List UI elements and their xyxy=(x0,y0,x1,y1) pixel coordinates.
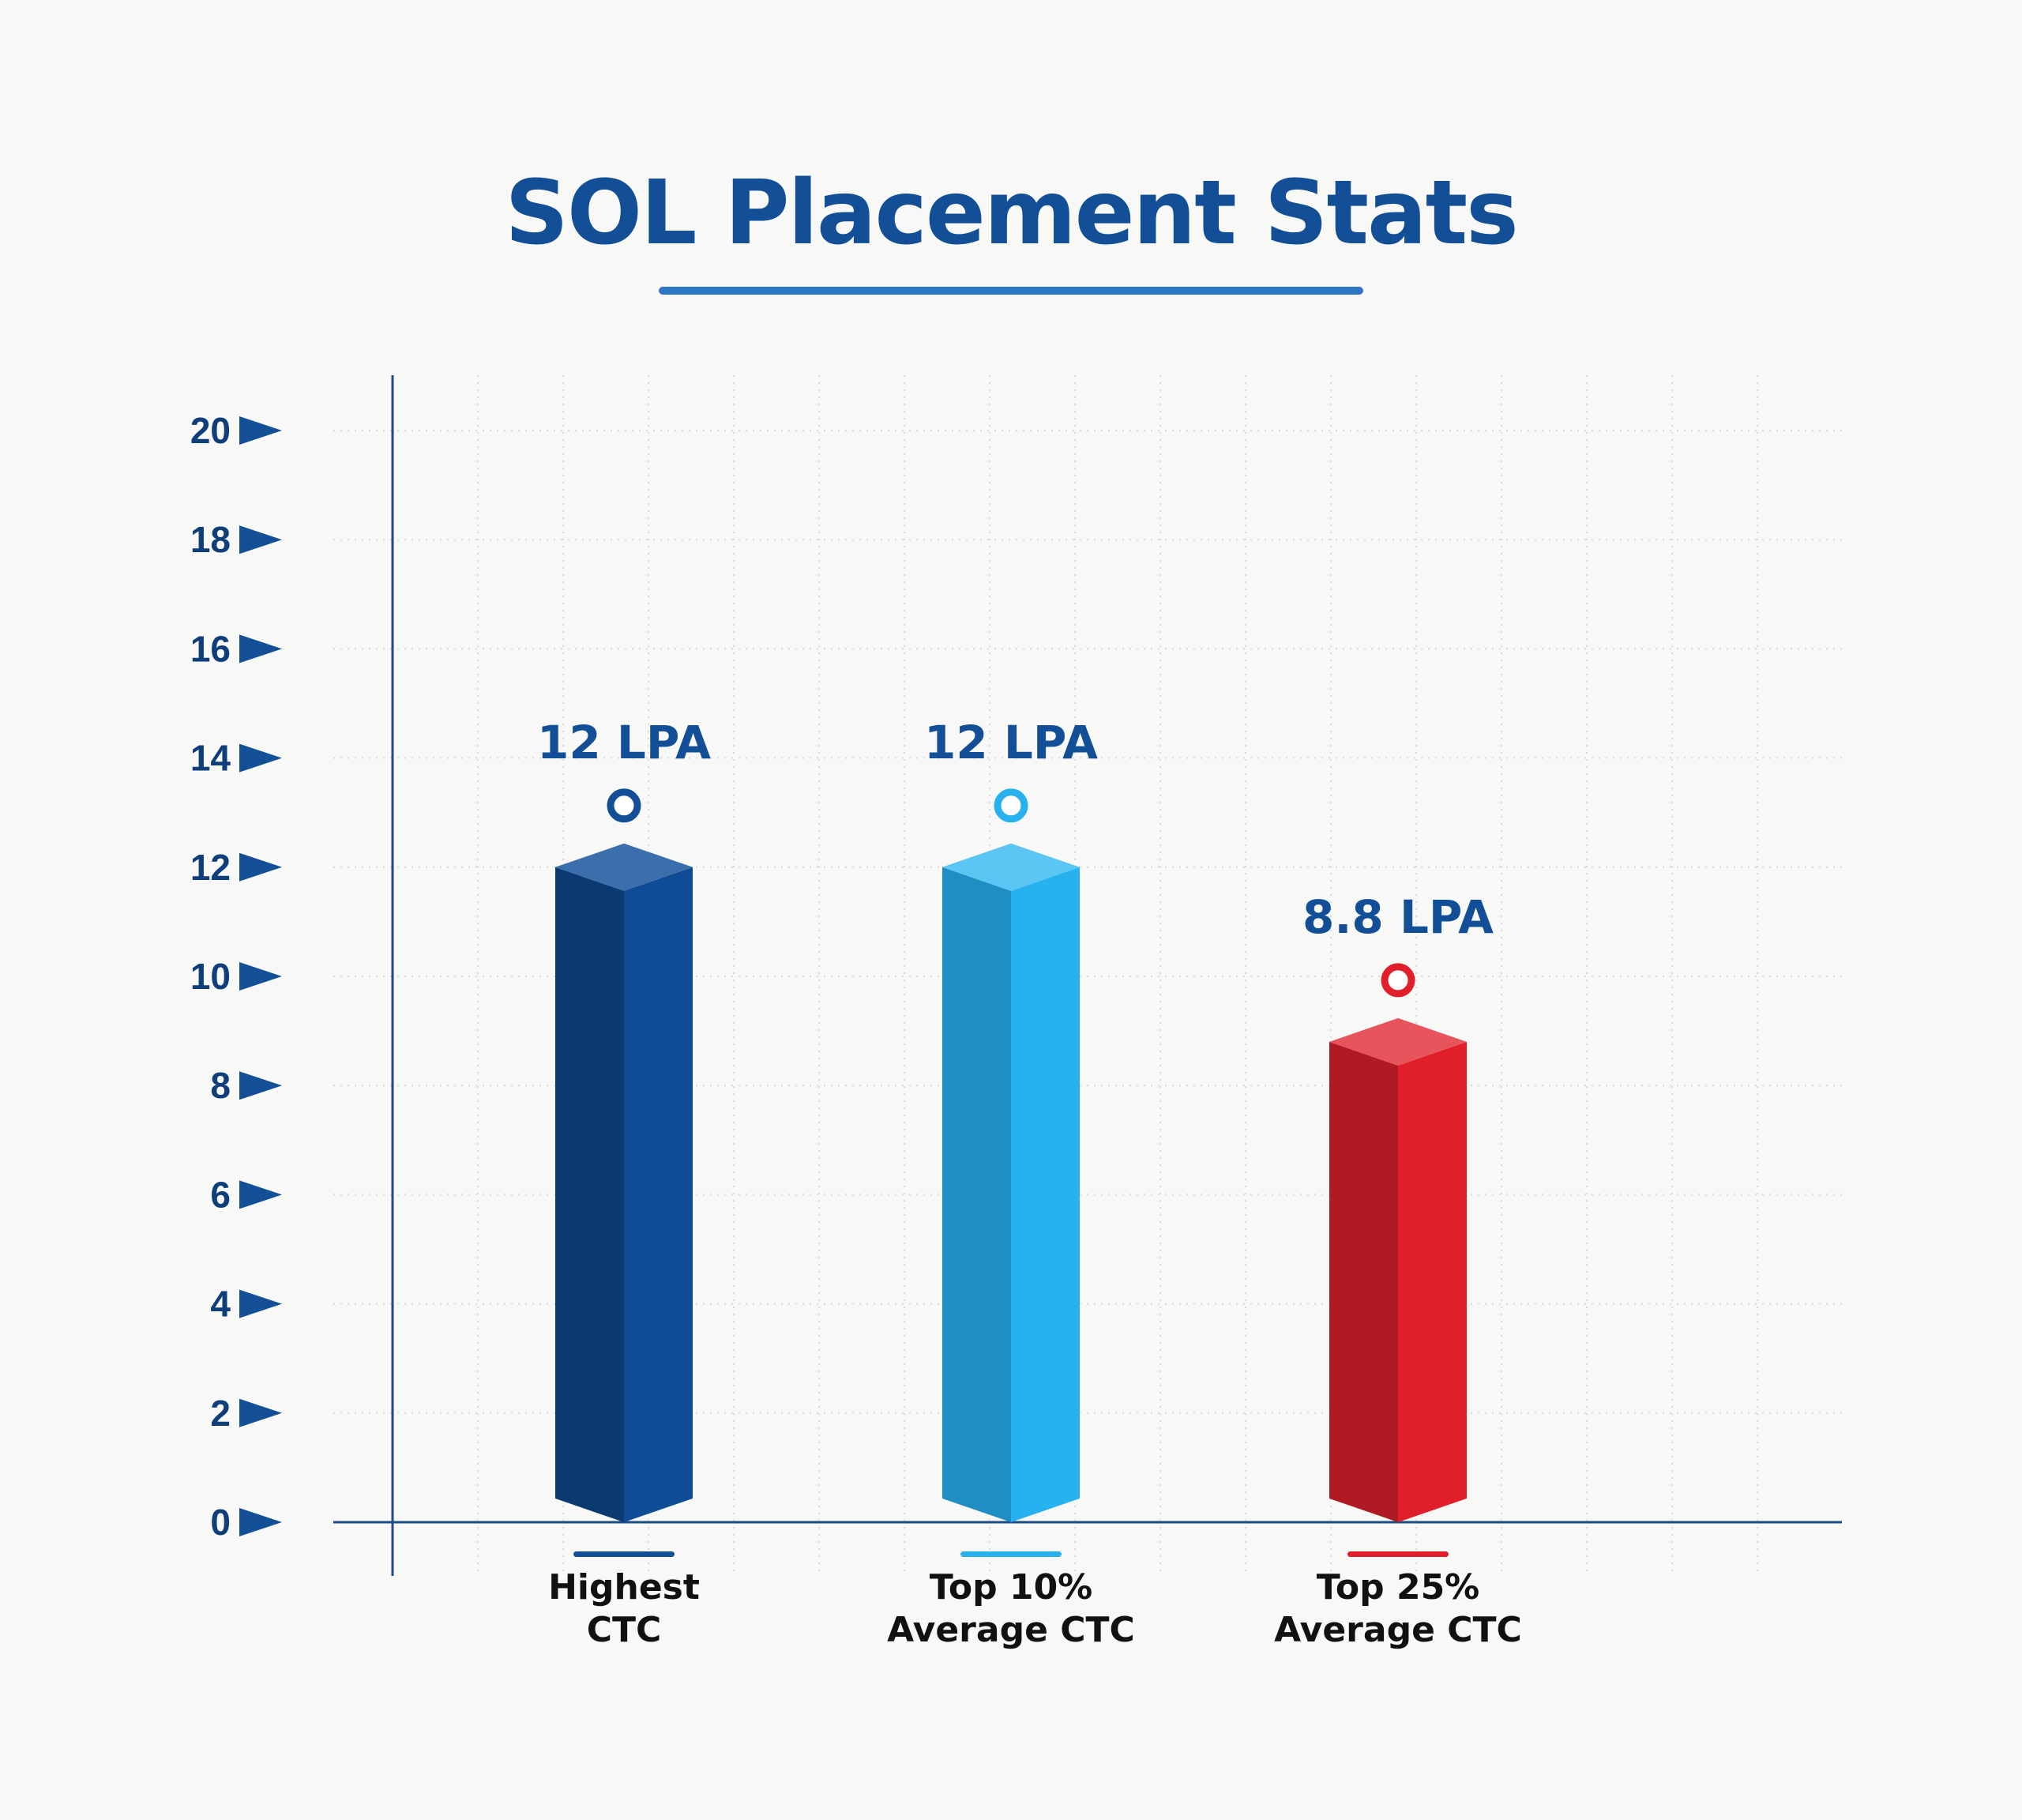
category-label-line: Top 25% xyxy=(1317,1567,1480,1608)
y-tick-arrow-icon xyxy=(239,1508,282,1536)
category-color-indicator xyxy=(1347,1551,1449,1557)
category-label-line: Average CTC xyxy=(1274,1610,1522,1650)
bar-marker-ring-icon xyxy=(994,788,1028,823)
y-tick-label: 4 xyxy=(210,1284,231,1325)
y-tick-arrow-icon xyxy=(239,852,282,882)
y-tick-arrow-icon xyxy=(239,1289,282,1318)
y-tick-arrow-icon xyxy=(239,1180,282,1209)
category-label-line: Top 10% xyxy=(930,1567,1093,1608)
bar-side-face xyxy=(555,867,624,1522)
bar-front-face xyxy=(624,867,693,1522)
category-color-indicator xyxy=(960,1551,1062,1557)
y-tick-label: 18 xyxy=(190,519,231,560)
category-label: Top 25% Average CTC xyxy=(1274,1567,1522,1650)
grid xyxy=(333,375,1842,1576)
bar-value-label: 8.8 LPA xyxy=(1302,890,1494,944)
category-label-line: Average CTC xyxy=(887,1610,1135,1650)
title-underline xyxy=(659,287,1363,295)
category-color-indicator xyxy=(573,1551,675,1557)
bar-side-face xyxy=(1329,1041,1398,1522)
bar-marker-ring-icon xyxy=(607,788,641,823)
y-tick-arrow-icon xyxy=(239,416,282,445)
y-tick-label: 10 xyxy=(190,956,231,997)
y-tick-label: 8 xyxy=(210,1065,231,1106)
y-tick-label: 14 xyxy=(190,738,231,779)
y-tick-arrow-icon xyxy=(239,962,282,991)
bar-front-face xyxy=(1398,1041,1467,1522)
bar-value-label: 12 LPA xyxy=(537,716,711,769)
y-tick-label: 20 xyxy=(190,410,231,451)
y-tick-label: 16 xyxy=(190,628,231,669)
bar: 12 LPA xyxy=(537,716,711,1522)
bar-top-face xyxy=(555,843,693,891)
category-label: Top 10% Average CTC xyxy=(887,1567,1135,1650)
bars: 12 LPA 12 LPA 8.8 LPA xyxy=(537,716,1494,1522)
bar-marker-ring-icon xyxy=(1381,963,1415,998)
y-tick-label: 6 xyxy=(210,1174,231,1215)
category-label: Highest CTC xyxy=(548,1567,700,1650)
y-tick-label: 12 xyxy=(190,847,231,888)
y-tick-arrow-icon xyxy=(239,525,282,555)
y-axis-ticks: 0 2 4 6 8 10 12 14 16 18 20 xyxy=(190,410,282,1543)
category-label-line: Highest xyxy=(548,1567,700,1608)
y-tick-arrow-icon xyxy=(239,1398,282,1427)
bar: 12 LPA xyxy=(924,716,1098,1522)
bar-side-face xyxy=(942,867,1011,1522)
bar-top-face xyxy=(942,843,1080,891)
bar: 8.8 LPA xyxy=(1302,890,1494,1522)
category-label-line: CTC xyxy=(587,1610,662,1650)
y-tick-arrow-icon xyxy=(239,634,282,664)
y-tick-label: 0 xyxy=(210,1502,231,1543)
y-tick-label: 2 xyxy=(210,1393,231,1434)
axes xyxy=(333,375,1842,1576)
bar-front-face xyxy=(1011,867,1080,1522)
bar-top-face xyxy=(1329,1017,1467,1066)
bar-value-label: 12 LPA xyxy=(924,716,1098,769)
y-tick-arrow-icon xyxy=(239,1071,282,1100)
y-tick-arrow-icon xyxy=(239,743,282,773)
chart-title: SOL Placement Stats xyxy=(505,162,1519,265)
